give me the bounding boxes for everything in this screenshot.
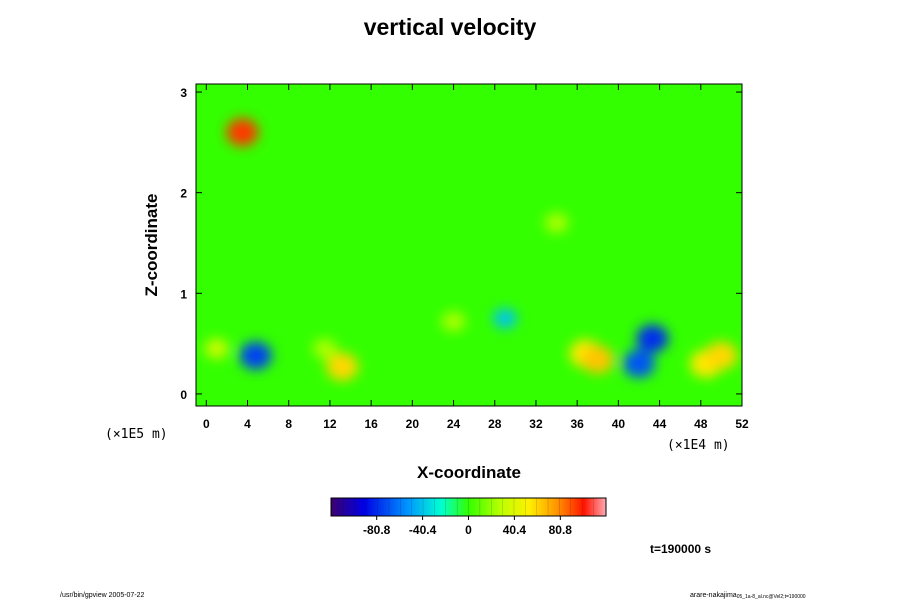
colorbar-tick-label: -40.4 [409, 523, 437, 537]
x-tick-label: 20 [406, 417, 420, 431]
x-tick-label: 52 [735, 417, 749, 431]
plot-frame [195, 83, 743, 407]
y-axis-ticks: 0 1 2 3 [180, 86, 742, 402]
heatmap-feature [441, 311, 466, 332]
heatmap-feature [312, 338, 337, 359]
x-tick-label: 28 [488, 417, 502, 431]
footer-right-small: 05_1a-8_al.nc@Vel2;t=190000 [737, 594, 806, 600]
x-tick-label: 32 [529, 417, 543, 431]
y-tick-label: 0 [180, 388, 187, 402]
colorbar-tick-label: 40.4 [503, 523, 527, 537]
heatmap-feature [226, 118, 259, 147]
heatmap-feature [581, 345, 614, 374]
y-tick-label: 2 [180, 187, 187, 201]
heatmap-feature [239, 341, 272, 370]
colorbar-tick-label: -80.8 [363, 523, 391, 537]
x-tick-label: 16 [364, 417, 378, 431]
time-label: t=190000 s [650, 542, 711, 556]
heatmap-feature [544, 212, 569, 233]
x-axis-ticks: 0 4 8 12 16 20 24 28 32 36 40 44 48 52 [203, 84, 749, 431]
plot-background [196, 84, 742, 406]
footer-left: /usr/bin/gpview 2005-07-22 [60, 592, 145, 599]
footer-right-main: arare-nakajima [690, 592, 737, 599]
x-tick-label: 44 [653, 417, 667, 431]
heatmap-feature [636, 324, 669, 353]
y-scale-note: (×1E5 m) [105, 427, 168, 442]
footer-right: arare-nakajima05_1a-8_al.nc@Vel2;t=19000… [690, 592, 806, 600]
x-scale-note: (×1E4 m) [667, 438, 730, 453]
heatmap-features [204, 118, 738, 381]
chart-title: vertical velocity [363, 14, 537, 40]
x-tick-label: 4 [244, 417, 251, 431]
x-tick-label: 24 [447, 417, 461, 431]
y-tick-label: 1 [180, 287, 187, 301]
y-tick-label: 3 [180, 86, 187, 100]
heatmap-feature [622, 349, 655, 378]
x-tick-label: 48 [694, 417, 708, 431]
x-tick-label: 12 [323, 417, 337, 431]
heatmap-feature [204, 338, 229, 359]
heatmap-feature [705, 341, 738, 370]
heatmap-feature [326, 352, 359, 381]
x-tick-label: 36 [570, 417, 584, 431]
y-axis-title: Z-coordinate [142, 194, 161, 297]
x-tick-label: 40 [612, 417, 626, 431]
colorbar-tick-label: 0 [465, 523, 472, 537]
x-axis-title: X-coordinate [417, 463, 521, 482]
x-tick-label: 8 [285, 417, 292, 431]
x-tick-label: 0 [203, 417, 210, 431]
colorbar-tick-label: 80.8 [549, 523, 573, 537]
heatmap-feature [493, 308, 518, 329]
colorbar-ticks: -80.8 -40.4 0 40.4 80.8 [343, 498, 594, 537]
